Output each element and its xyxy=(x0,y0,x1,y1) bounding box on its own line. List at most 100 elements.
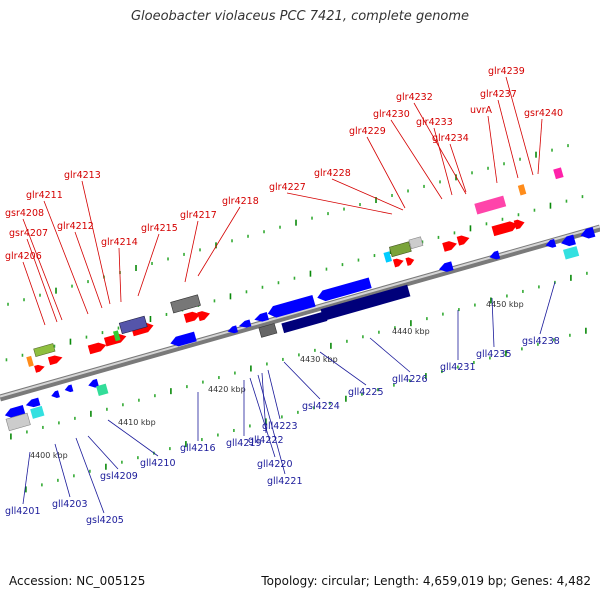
leader-line xyxy=(369,337,411,373)
leader-line xyxy=(366,136,406,209)
grid-dash xyxy=(330,342,332,349)
reverse-gene-arrow xyxy=(580,226,596,239)
leader-line xyxy=(54,443,71,498)
grid-dash xyxy=(469,225,472,232)
grid-dash xyxy=(21,353,24,357)
grid-dash xyxy=(410,320,412,327)
gene-label-gsl4224: gsl4224 xyxy=(302,401,340,412)
leader-line xyxy=(487,115,498,184)
feature-olive xyxy=(388,241,412,258)
grid-dash xyxy=(441,370,443,374)
grid-dash xyxy=(25,486,27,493)
grid-dash xyxy=(570,274,572,281)
accession-text: Accession: NC_005125 xyxy=(9,574,146,588)
scale-tick-label: 4430 kbp xyxy=(300,355,338,364)
grid-dash xyxy=(229,293,232,300)
forward-gene-arrow xyxy=(183,311,201,323)
gene-label-gsr4208: gsr4208 xyxy=(5,208,44,219)
grid-dash xyxy=(167,257,169,261)
forward-gene-arrow xyxy=(491,221,518,237)
leader-line xyxy=(491,297,495,348)
grid-dash xyxy=(7,302,9,306)
map-title: Gloeobacter violaceus PCC 7421, complete… xyxy=(130,9,470,24)
grid-dash xyxy=(487,166,489,170)
gene-label-gll4225: gll4225 xyxy=(348,387,384,398)
grid-dash xyxy=(245,290,248,294)
grid-dash xyxy=(346,339,348,343)
grid-dash xyxy=(101,331,104,335)
forward-gene-arrow xyxy=(47,355,63,366)
grid-dash xyxy=(533,208,536,212)
leader-line xyxy=(505,76,534,176)
leader-line xyxy=(261,372,267,434)
grid-dash xyxy=(122,403,124,407)
leader-line xyxy=(75,437,105,514)
grid-dash xyxy=(138,398,140,402)
genome-summary-text: Topology: circular; Length: 4,659,019 bp… xyxy=(261,574,591,588)
grid-dash xyxy=(503,162,505,166)
grid-dash xyxy=(458,308,460,312)
grid-dash xyxy=(58,421,60,425)
leader-line xyxy=(118,247,122,303)
grid-dash xyxy=(169,447,171,451)
grid-dash xyxy=(362,335,364,339)
gene-label-glr4237: glr4237 xyxy=(480,89,517,100)
feature-teal xyxy=(96,383,109,396)
leader-line xyxy=(319,351,367,386)
leader-line xyxy=(283,361,321,400)
gene-label-glr4227: glr4227 xyxy=(269,182,306,193)
grid-dash xyxy=(581,195,584,199)
reverse-gene-arrow xyxy=(64,384,74,393)
reverse-gene-arrow xyxy=(238,319,252,328)
reverse-gene-arrow xyxy=(51,390,60,399)
grid-dash xyxy=(74,416,76,420)
feature-lightgrey xyxy=(408,236,424,250)
grid-dash xyxy=(183,252,185,256)
gene-label-glr4212: glr4212 xyxy=(57,221,94,232)
grid-dash xyxy=(373,254,376,258)
gene-label-glr4239: glr4239 xyxy=(488,66,525,77)
grid-dash xyxy=(69,338,72,345)
scale-tick-label: 4450 kbp xyxy=(486,300,524,309)
gene-label-glr4214: glr4214 xyxy=(101,237,138,248)
feature-green xyxy=(33,343,56,358)
reverse-gene-arrow xyxy=(317,277,372,302)
grid-dash xyxy=(213,299,216,303)
feature-cyan xyxy=(30,405,45,419)
leader-line xyxy=(197,206,241,277)
grid-dash xyxy=(42,425,44,429)
feature-pink xyxy=(474,195,507,215)
leader-line xyxy=(537,118,543,175)
grid-dash xyxy=(538,285,540,289)
grid-dash xyxy=(39,293,41,297)
forward-gene-arrow xyxy=(513,219,525,230)
leader-line xyxy=(257,374,286,475)
grid-dash xyxy=(261,285,264,289)
grid-dash xyxy=(71,284,73,288)
leader-line xyxy=(22,451,31,505)
grid-dash xyxy=(57,478,59,482)
grid-dash xyxy=(154,394,156,398)
grid-dash xyxy=(201,438,203,442)
grid-dash xyxy=(185,441,187,448)
gene-label-glr4215: glr4215 xyxy=(141,223,178,234)
forward-gene-arrow xyxy=(34,364,45,373)
gene-label-uvrA: uvrA xyxy=(470,105,493,116)
grid-dash xyxy=(23,298,25,302)
gene-label-glr4232: glr4232 xyxy=(396,92,433,103)
gene-label-glr4218: glr4218 xyxy=(222,196,259,207)
grid-dash xyxy=(218,376,220,380)
leader-line xyxy=(87,435,119,470)
grid-dash xyxy=(585,327,587,334)
grid-dash xyxy=(425,373,427,380)
grid-dash xyxy=(117,326,120,330)
grid-dash xyxy=(295,219,297,226)
grid-dash xyxy=(517,213,520,217)
grid-dash xyxy=(453,231,456,235)
grid-dash xyxy=(490,297,492,304)
leader-line xyxy=(413,102,467,195)
grid-dash xyxy=(217,433,219,437)
gene-label-gll4231: gll4231 xyxy=(440,362,476,373)
leader-line xyxy=(449,143,467,193)
scale-tick-label: 4410 kbp xyxy=(118,418,156,427)
